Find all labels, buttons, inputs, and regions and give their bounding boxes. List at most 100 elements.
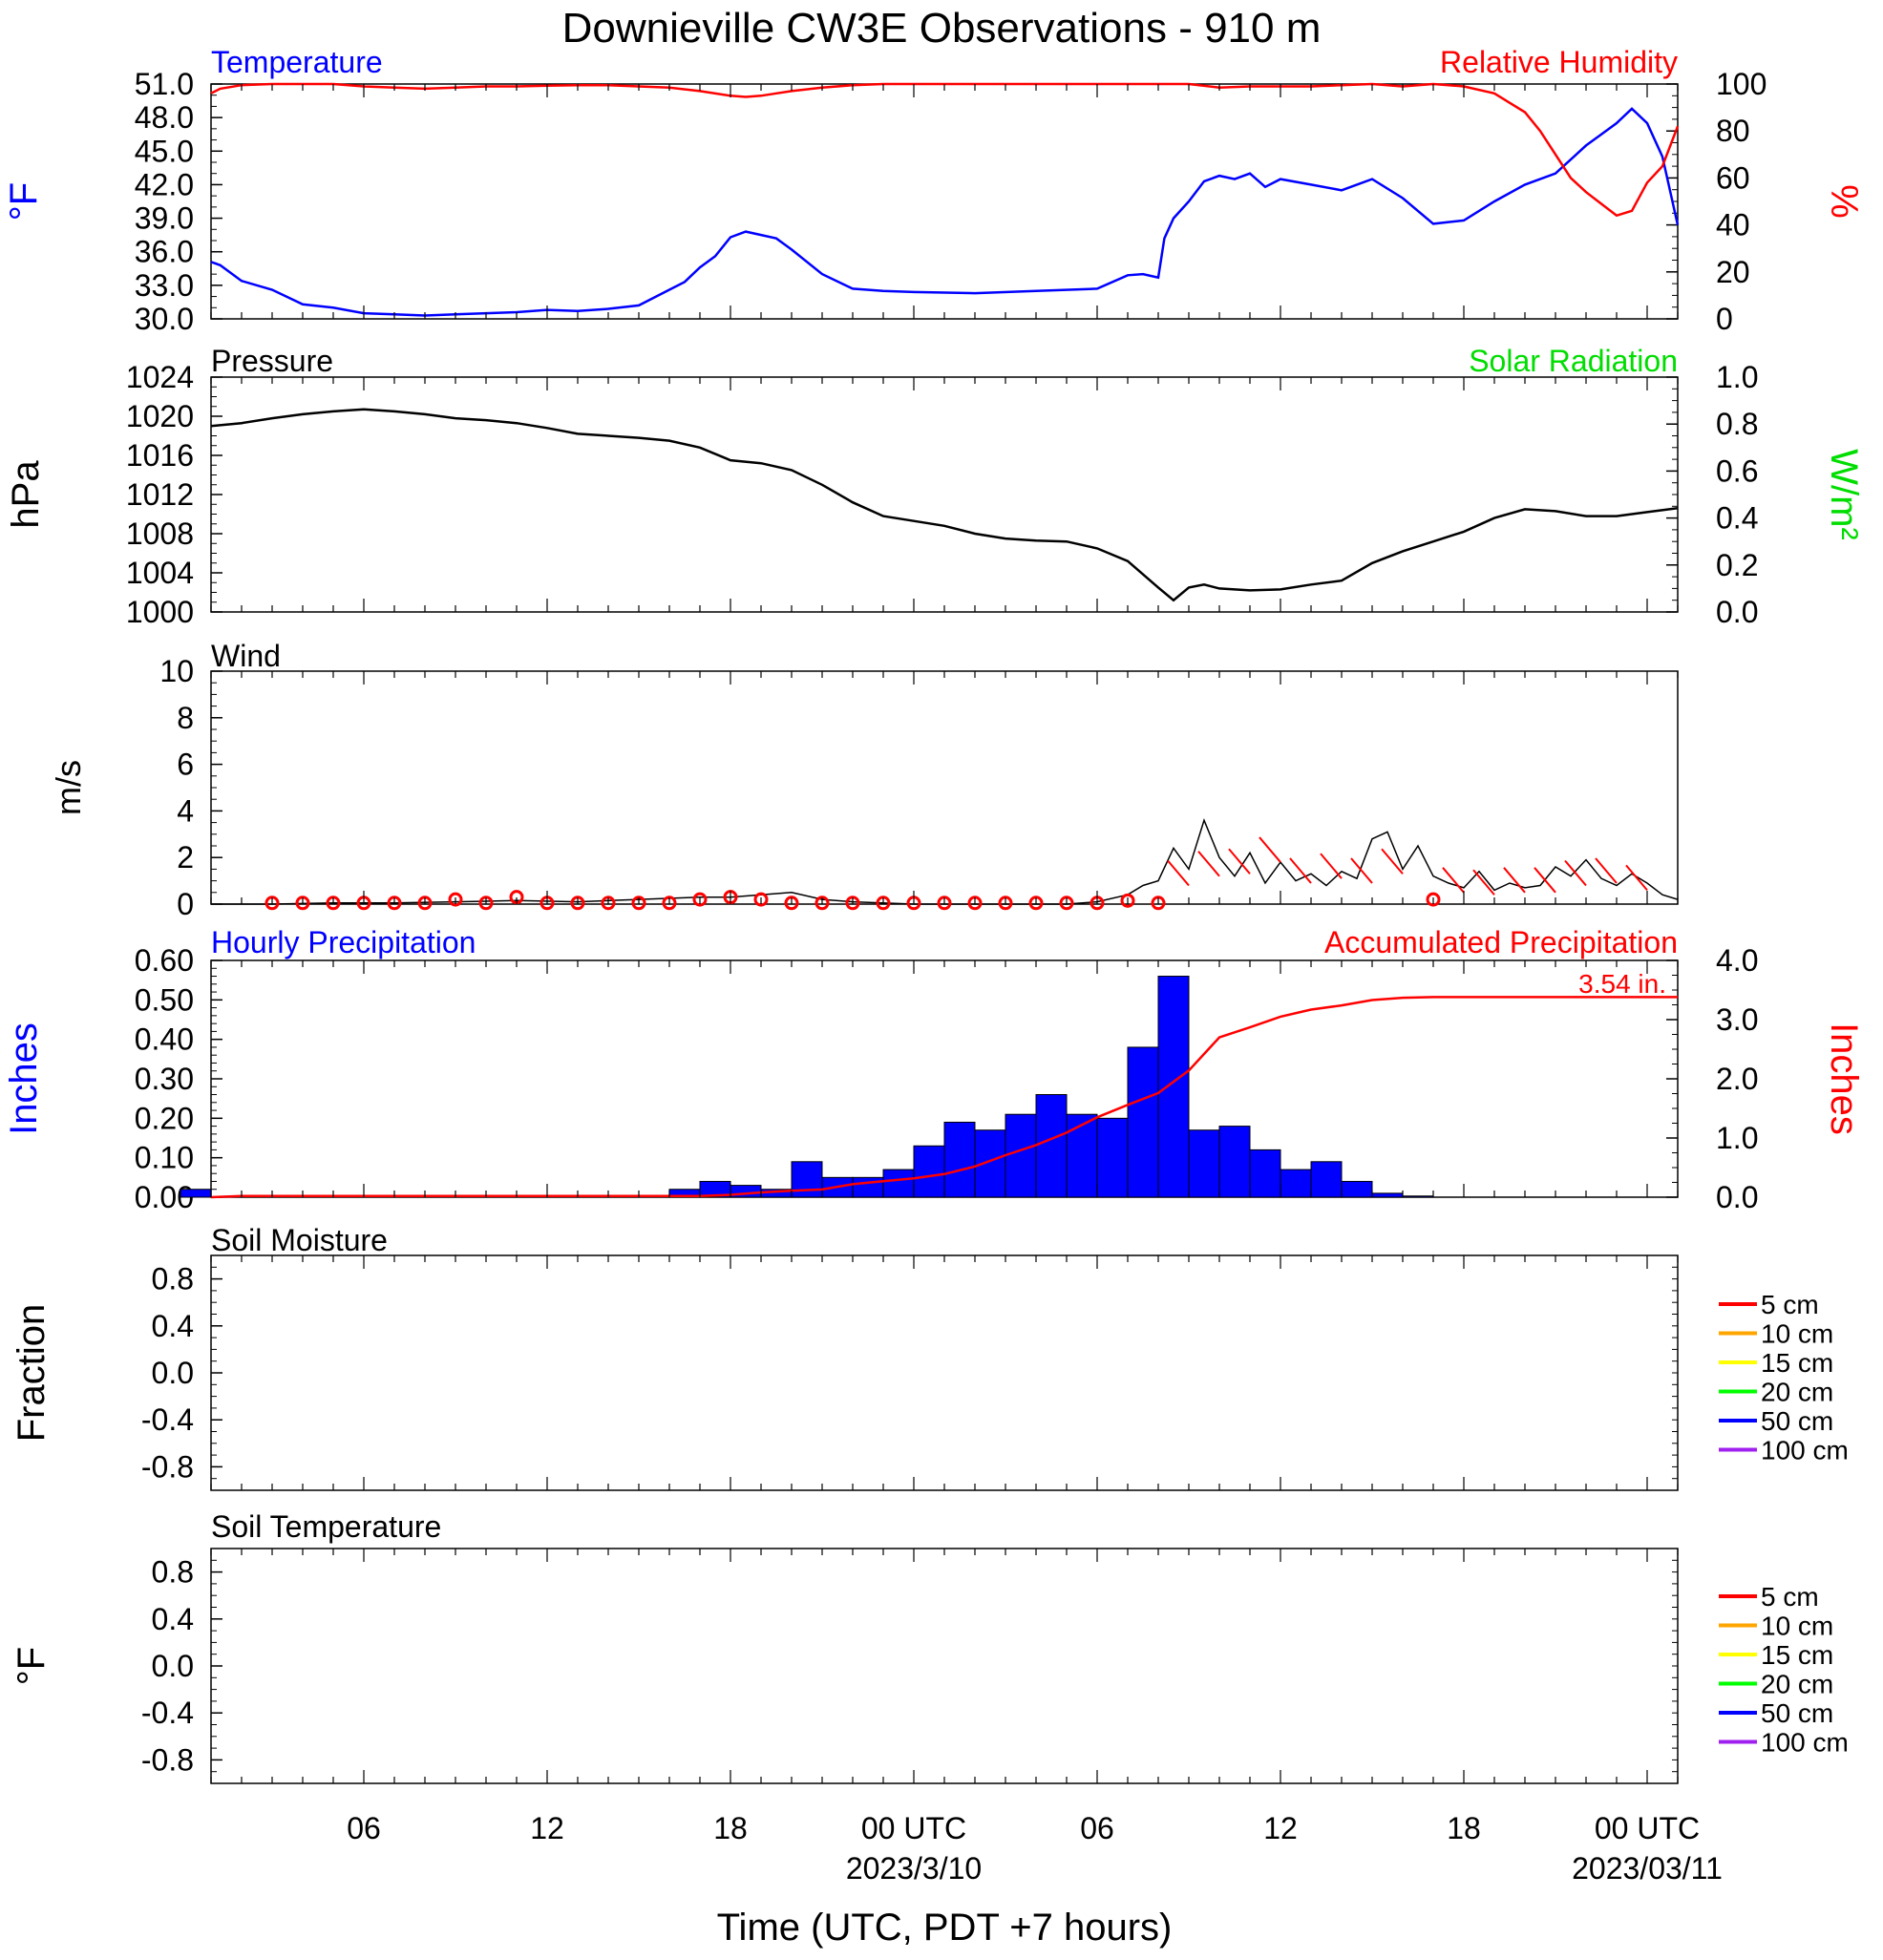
- x-tick-label: 12: [530, 1811, 564, 1845]
- x-tick-label: 00 UTC: [1595, 1811, 1700, 1845]
- temperature-tick-label: 42.0: [135, 167, 194, 201]
- hourly-precip-title: Hourly Precipitation: [211, 925, 476, 959]
- x-tick-label: 18: [1447, 1811, 1481, 1845]
- wind-calm-marker: [264, 896, 280, 911]
- wind-calm-marker: [601, 896, 616, 911]
- soil-moisture-panel: Soil Moisture Fraction 0.8 0.4 0.0 -0.4 -0.8…: [11, 1223, 1849, 1491]
- x-tick-label: 18: [713, 1811, 748, 1845]
- precip-bar: [882, 1169, 915, 1198]
- wind-calm-marker: [937, 896, 952, 911]
- hourly-precip-ticks: 0.600.500.400.300.200.100.00: [135, 943, 222, 1214]
- precip-bar: [1280, 1169, 1312, 1198]
- x-tick-label: 06: [1080, 1811, 1114, 1845]
- precip-bar: [1310, 1161, 1343, 1198]
- accum-precip-ticks: 4.0 3.0 2.0 1.0 0.0: [1666, 943, 1758, 1214]
- wind-barb: [1259, 836, 1281, 863]
- solar-tick-label: 0.2: [1716, 548, 1758, 582]
- soil-temp-tick-label: 0.0: [152, 1649, 194, 1683]
- wind-barb: [1350, 857, 1373, 884]
- soil-temp-title: Soil Temperature: [211, 1509, 441, 1544]
- soil-moisture-tick-label: 0.8: [152, 1262, 194, 1296]
- pressure-unit: hPa: [5, 460, 47, 529]
- solar-tick-label: 0.0: [1716, 595, 1758, 629]
- soil-moisture-unit: Fraction: [11, 1304, 53, 1443]
- wind-tick-label: 6: [177, 748, 194, 782]
- wind-tick-label: 4: [177, 793, 194, 828]
- precip-bar: [1218, 1126, 1251, 1198]
- wind-calm-marker: [417, 896, 433, 911]
- legend-label: 20 cm: [1761, 1378, 1833, 1407]
- wind-plot: [211, 817, 1679, 911]
- wind-calm-marker: [1120, 893, 1135, 908]
- humidity-unit: %: [1823, 184, 1865, 219]
- pressure-plot: [210, 408, 1679, 602]
- wind-barb: [1289, 857, 1312, 884]
- wind-calm-marker: [570, 896, 585, 911]
- legend-label: 15 cm: [1761, 1348, 1833, 1378]
- pressure-tick-label: 1012: [126, 477, 194, 512]
- wind-barb: [1595, 857, 1618, 884]
- legend-label: 5 cm: [1761, 1582, 1819, 1612]
- precip-bar: [1188, 1129, 1220, 1198]
- humidity-tick-label: 100: [1716, 67, 1767, 101]
- wind-calm-marker: [387, 896, 402, 911]
- soil-temp-ticks: 0.8 0.4 0.0 -0.4 -0.8: [141, 1548, 1678, 1784]
- solar-tick-label: 0.6: [1716, 453, 1758, 488]
- wind-barb: [1228, 848, 1251, 875]
- accum-precip-tick-label: 0.0: [1716, 1180, 1758, 1214]
- humidity-tick-label: 20: [1716, 255, 1750, 289]
- hourly-precip-tick-label: 0.20: [135, 1101, 194, 1135]
- wind-tick-label: 10: [159, 654, 194, 688]
- temperature-tick-label: 39.0: [135, 201, 194, 236]
- temperature-tick-label: 36.0: [135, 235, 194, 269]
- temperature-line: [210, 107, 1680, 317]
- x-tick-label: 12: [1263, 1811, 1298, 1845]
- humidity-tick-label: 0: [1716, 302, 1733, 336]
- wind-speed-line: [211, 817, 1679, 905]
- pressure-tick-label: 1004: [126, 556, 194, 590]
- pressure-title: Pressure: [211, 344, 333, 378]
- precip-bar: [180, 1189, 212, 1198]
- soil-temp-tick-label: 0.8: [152, 1555, 194, 1590]
- accum-precip-tick-label: 3.0: [1716, 1002, 1758, 1037]
- pressure-tick-label: 1024: [126, 360, 194, 394]
- legend-label: 15 cm: [1761, 1640, 1833, 1670]
- wind-barb: [1503, 867, 1526, 894]
- humidity-line: [210, 82, 1680, 218]
- temperature-tick-label: 33.0: [135, 268, 194, 303]
- precip-bar: [1249, 1149, 1281, 1198]
- wind-calm-marker: [876, 896, 891, 911]
- wind-barb: [1564, 859, 1587, 887]
- legend-label: 100 cm: [1761, 1728, 1849, 1758]
- humidity-title: Relative Humidity: [1440, 45, 1678, 79]
- wind-calm-marker: [1028, 896, 1044, 911]
- wind-barb: [1472, 869, 1495, 896]
- wind-tick-label: 2: [177, 840, 194, 875]
- wind-calm-marker: [631, 896, 646, 911]
- soil-moisture-tick-label: -0.4: [141, 1402, 194, 1437]
- wind-calm-marker: [845, 896, 860, 911]
- wind-calm-marker: [1059, 896, 1074, 911]
- precip-bar: [1371, 1192, 1404, 1198]
- wind-panel: Wind m/s 10 8 6 4 2 0: [49, 639, 1679, 921]
- legend-label: 50 cm: [1761, 1406, 1833, 1436]
- pressure-tick-label: 1000: [126, 595, 194, 629]
- precip-bar: [943, 1121, 976, 1198]
- legend-label: 10 cm: [1761, 1612, 1833, 1641]
- soil-temp-tick-label: -0.8: [141, 1742, 194, 1777]
- solar-ticks: 1.0 0.8 0.6 0.4 0.2 0.0: [1666, 360, 1758, 629]
- wind-barb: [1167, 859, 1190, 887]
- wind-barb: [1320, 853, 1343, 879]
- precip-bar: [1127, 1046, 1159, 1198]
- precip-bar: [1157, 976, 1190, 1198]
- precip-bar: [852, 1176, 884, 1198]
- soil-moisture-tick-label: 0.0: [152, 1356, 194, 1390]
- legend-label: 100 cm: [1761, 1436, 1849, 1465]
- hourly-precip-tick-label: 0.30: [135, 1062, 194, 1096]
- pressure-tick-label: 1016: [126, 438, 194, 473]
- temperature-unit: °F: [3, 182, 45, 221]
- wind-calm-marker: [784, 896, 799, 911]
- wind-calm-marker: [692, 892, 708, 907]
- precip-bar: [1035, 1094, 1068, 1198]
- accum-precip-tick-label: 1.0: [1716, 1121, 1758, 1155]
